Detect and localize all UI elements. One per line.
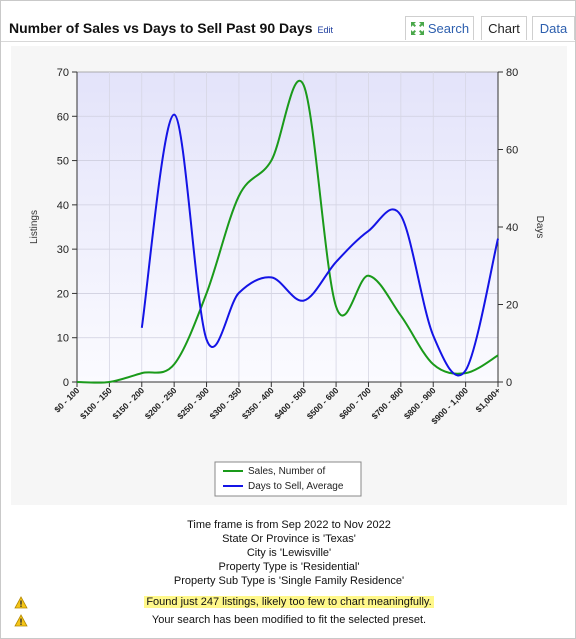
edit-link[interactable]: Edit <box>317 25 333 35</box>
tab-search-label: Search <box>427 21 470 36</box>
filter-line-city: City is 'Lewisville' <box>246 547 332 559</box>
legend-box <box>214 461 362 497</box>
y-tick-label: 20 <box>57 288 69 300</box>
y-tick-label: 50 <box>57 156 69 168</box>
y2-tick-label: 20 <box>506 300 518 312</box>
y-axis-title: Listings <box>29 210 40 244</box>
x-tick-label: $300 - 350 <box>208 385 244 421</box>
y-tick-label: 0 <box>63 377 69 389</box>
warning-text-few-listings: Found just 247 listings, likely too few … <box>144 596 434 608</box>
x-tick-label: $100 - 150 <box>78 385 114 421</box>
gridlines <box>77 72 498 382</box>
tab-data-label: Data <box>539 21 568 36</box>
panel-title: Number of Sales vs Days to Sell Past 90 … <box>9 20 333 36</box>
filter-line-state: State Or Province is 'Texas' <box>222 533 356 545</box>
legend-label-sales: Sales, Number of <box>248 466 325 477</box>
x-tick-label: $700 - 800 <box>369 385 405 421</box>
panel-header: Number of Sales vs Days to Sell Past 90 … <box>1 1 575 42</box>
warning-row-1: Found just 247 listings, likely too few … <box>1 596 576 608</box>
line-chart: 0 10 20 30 40 50 60 70 0 20 40 60 80 $0 - 100$100 - 1… <box>29 67 545 497</box>
filter-line-subtype: Property Sub Type is 'Single Family Resi… <box>173 575 405 587</box>
tab-chart[interactable]: Chart <box>481 16 527 40</box>
x-tick-label: $200 - 250 <box>143 385 179 421</box>
legend-label-days: Days to Sell, Average <box>248 481 344 492</box>
warning-icon <box>14 614 28 627</box>
y2-tick-label: 80 <box>506 67 518 79</box>
chart-area: 0 10 20 30 40 50 60 70 0 20 40 60 80 $0 - 100 $100 - 1… <box>11 46 567 505</box>
warning-icon <box>14 596 28 609</box>
x-tick-label: $250 - 300 <box>175 385 211 421</box>
x-tick-label: $600 - 700 <box>337 385 373 421</box>
expand-search-icon <box>410 22 424 35</box>
plot-background <box>76 71 499 383</box>
tab-search[interactable]: Search <box>405 16 474 40</box>
chart-title: Number of Sales vs Days to Sell Past 90 … <box>9 20 313 36</box>
filter-line-type: Property Type is 'Residential' <box>218 561 360 573</box>
y-tick-label: 40 <box>57 200 69 212</box>
x-tick-label: $350 - 400 <box>240 385 276 421</box>
series-lines <box>76 80 499 384</box>
tab-data[interactable]: Data <box>532 16 575 40</box>
x-tick-label: $0 - 100 <box>52 385 81 414</box>
y-tick-label: 60 <box>57 111 69 123</box>
y-tick-label: 70 <box>57 67 69 79</box>
y2-tick-label: 40 <box>506 222 518 234</box>
y2-tick-label: 0 <box>506 377 512 389</box>
y-tick-label: 30 <box>57 244 69 256</box>
x-tick-label: $1,000+ <box>473 385 502 414</box>
legend: Sales, Number of Days to Sell, Average <box>214 461 362 497</box>
warning-text-modified: Your search has been modified to fit the… <box>151 614 427 626</box>
y2-axis-title: Days <box>534 216 545 239</box>
filter-line-timeframe: Time frame is from Sep 2022 to Nov 2022 <box>187 519 391 531</box>
series-line-sales <box>76 80 499 384</box>
tab-chart-label: Chart <box>488 21 520 36</box>
x-tick-label: $500 - 600 <box>305 385 341 421</box>
series-line-days <box>140 113 499 377</box>
y-tick-label: 10 <box>57 333 69 345</box>
y2-tick-label: 60 <box>506 145 518 157</box>
x-tick-label: $400 - 500 <box>272 385 308 421</box>
x-tick-label: $150 - 200 <box>110 385 146 421</box>
